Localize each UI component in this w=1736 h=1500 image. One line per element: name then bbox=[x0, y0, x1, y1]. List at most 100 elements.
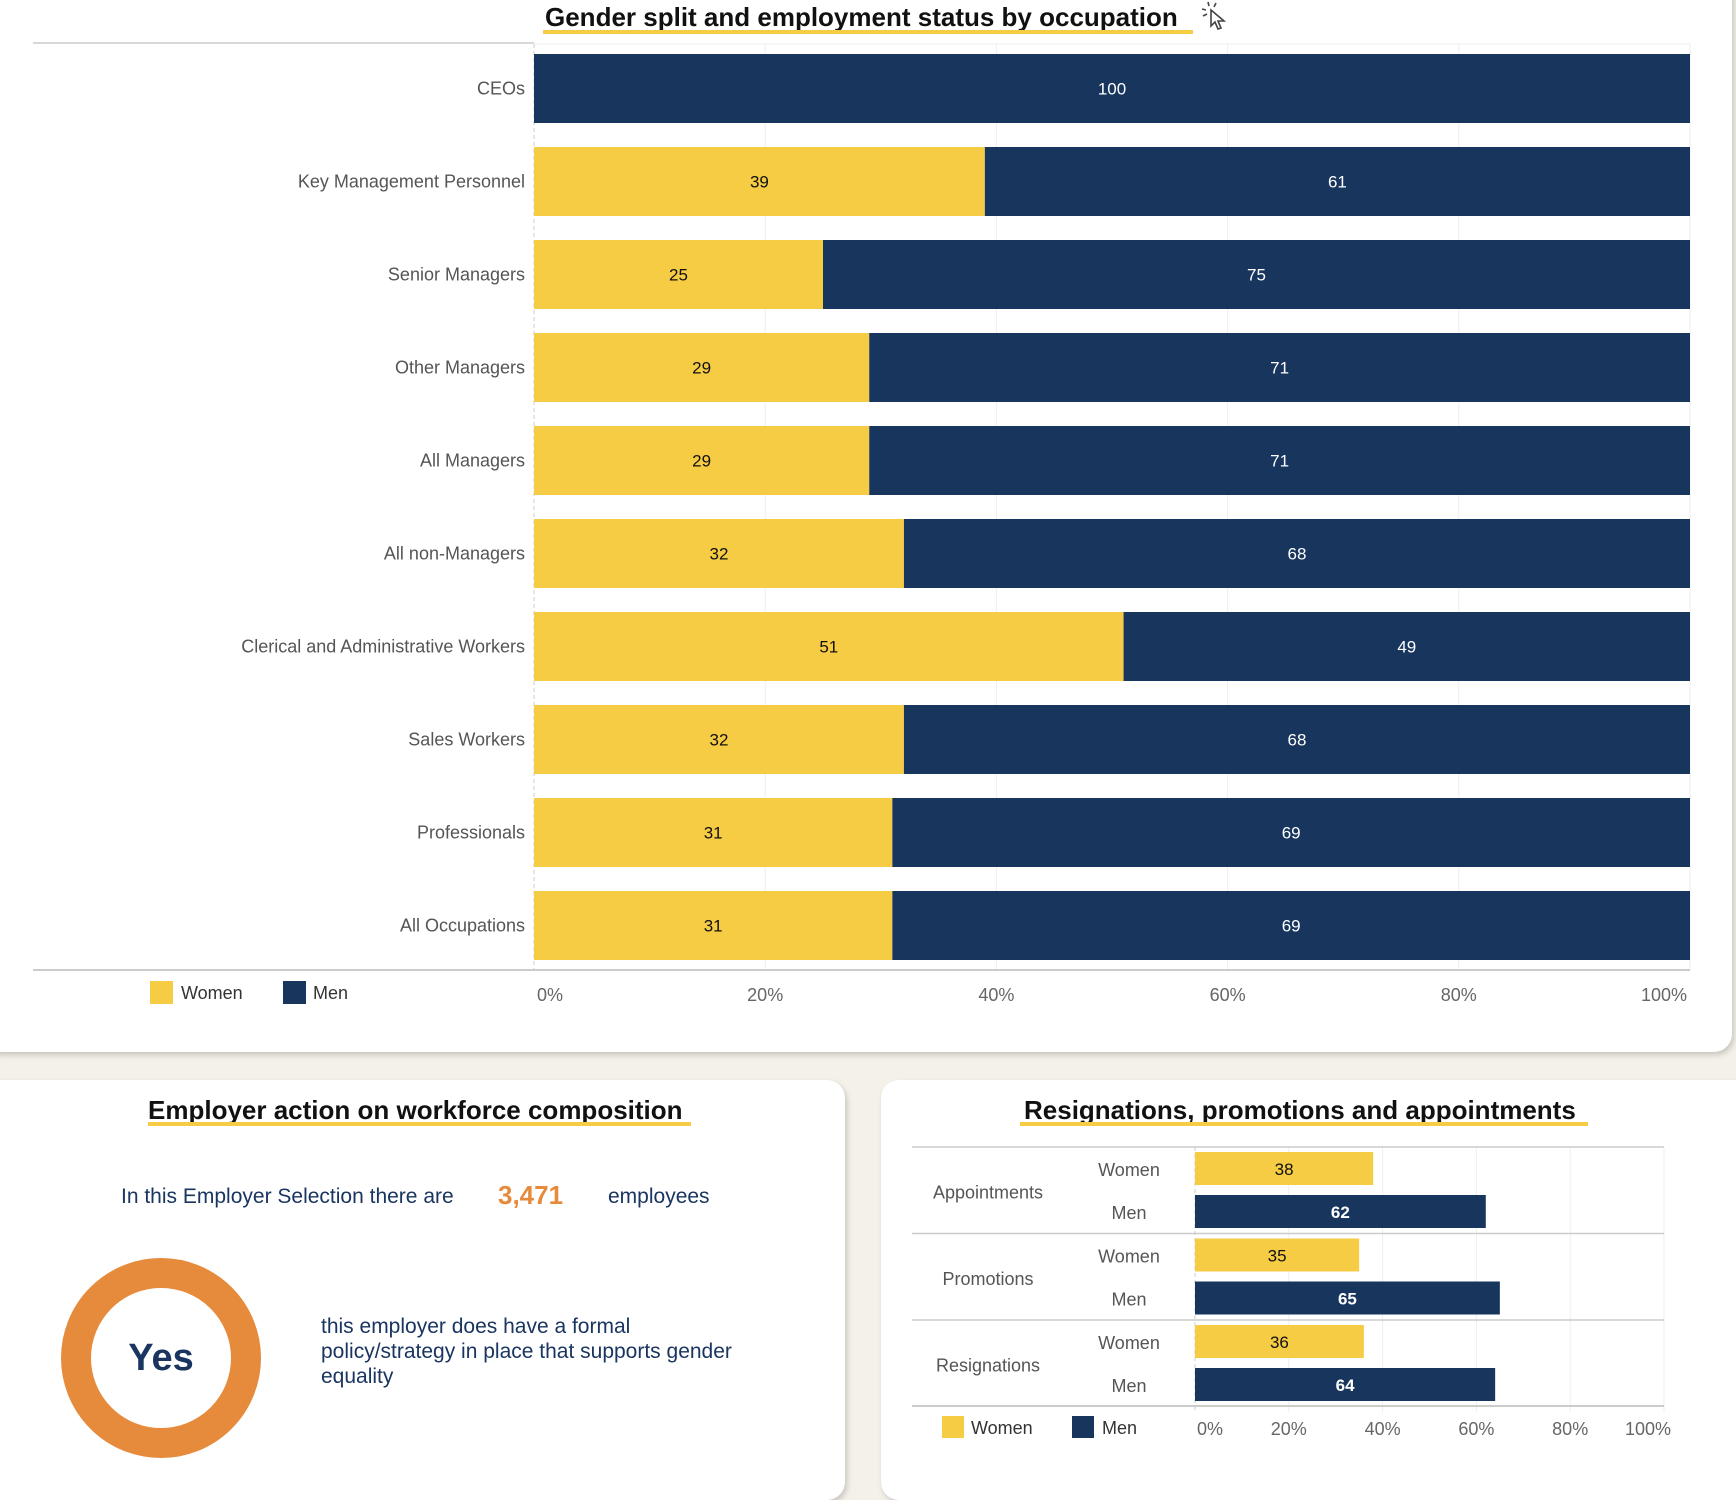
x-tick-label: 20% bbox=[1271, 1419, 1307, 1439]
bar-women bbox=[1195, 1152, 1374, 1185]
row-label: Women bbox=[1098, 1160, 1160, 1180]
bar-men bbox=[1195, 1281, 1500, 1315]
bar-women bbox=[534, 240, 823, 309]
bar-men bbox=[823, 240, 1690, 309]
bar-men bbox=[869, 426, 1690, 495]
x-tick-label: 40% bbox=[978, 985, 1014, 1005]
data-label: 65 bbox=[1338, 1290, 1357, 1309]
legend-swatch-men bbox=[283, 981, 306, 1004]
category-label: All Managers bbox=[420, 451, 525, 471]
employee-count: 3,471 bbox=[498, 1180, 564, 1210]
bar-men bbox=[892, 798, 1690, 867]
category-label: Professionals bbox=[417, 823, 525, 843]
category-label: Other Managers bbox=[395, 358, 525, 378]
legend-swatch-men bbox=[1072, 1416, 1094, 1438]
data-label: 100 bbox=[1098, 80, 1126, 99]
resignations-chart: 0% 20% 40% 60% 80% 100% Appointments Women 38 Men… bbox=[912, 1146, 1671, 1439]
x-tick-label: 100% bbox=[1625, 1419, 1671, 1439]
bar-men bbox=[903, 519, 1690, 588]
row-label: Women bbox=[1098, 1333, 1160, 1353]
x-tick-label: 20% bbox=[747, 985, 783, 1005]
legend-swatch-women bbox=[942, 1416, 964, 1438]
data-label: 29 bbox=[692, 359, 711, 378]
x-tick-label: 0% bbox=[1197, 1419, 1223, 1439]
bar-women bbox=[534, 519, 904, 588]
group-label: Appointments bbox=[933, 1182, 1043, 1202]
bar-men bbox=[1123, 612, 1690, 681]
row-label: Women bbox=[1098, 1247, 1160, 1267]
data-label: 49 bbox=[1397, 638, 1416, 657]
group-label: Resignations bbox=[936, 1355, 1040, 1375]
category-label: Key Management Personnel bbox=[298, 172, 525, 192]
category-label: Senior Managers bbox=[388, 265, 525, 285]
legend-swatch-women bbox=[150, 981, 173, 1004]
occupation-chart: 0%20%40%60%80%100%CEOs0100Key Management… bbox=[33, 42, 1691, 1005]
data-label: 38 bbox=[1275, 1160, 1294, 1179]
data-label: 29 bbox=[692, 452, 711, 471]
row-label: Men bbox=[1111, 1376, 1146, 1396]
data-label: 51 bbox=[819, 638, 838, 657]
bar-men bbox=[892, 891, 1690, 960]
bar-women bbox=[1195, 1325, 1364, 1358]
bar-women bbox=[534, 798, 893, 867]
category-label: All non-Managers bbox=[384, 544, 525, 564]
category-label: Clerical and Administrative Workers bbox=[241, 637, 525, 657]
title-underline bbox=[543, 30, 1193, 34]
bar-men bbox=[1195, 1368, 1496, 1401]
bar-men bbox=[1195, 1195, 1486, 1228]
data-label: 35 bbox=[1268, 1247, 1287, 1266]
legend-label-women: Women bbox=[181, 983, 243, 1003]
policy-answer: Yes bbox=[128, 1336, 194, 1379]
data-label: 62 bbox=[1331, 1203, 1350, 1222]
policy-text: this employer does have a formal policy/… bbox=[321, 1315, 732, 1388]
x-tick-label: 0% bbox=[537, 985, 563, 1005]
x-tick-label: 80% bbox=[1552, 1419, 1588, 1439]
data-label: 69 bbox=[1282, 824, 1301, 843]
x-tick-label: 60% bbox=[1458, 1419, 1494, 1439]
row-label: Men bbox=[1111, 1290, 1146, 1310]
x-tick-label: 40% bbox=[1365, 1419, 1401, 1439]
bar-men bbox=[534, 54, 1690, 123]
data-label: 25 bbox=[669, 266, 688, 285]
resignations-chart-title: Resignations, promotions and appointment… bbox=[1024, 1095, 1576, 1125]
data-label: 71 bbox=[1270, 452, 1289, 471]
data-label: 61 bbox=[1328, 173, 1347, 192]
data-label: 71 bbox=[1270, 359, 1289, 378]
data-label: 68 bbox=[1287, 731, 1306, 750]
employees-suffix: employees bbox=[608, 1185, 710, 1208]
data-label: 68 bbox=[1287, 545, 1306, 564]
x-tick-label: 60% bbox=[1210, 985, 1246, 1005]
data-label: 36 bbox=[1270, 1333, 1289, 1352]
bar-women bbox=[534, 147, 985, 216]
category-label: All Occupations bbox=[400, 916, 525, 936]
bar-women bbox=[534, 612, 1124, 681]
data-label: 32 bbox=[709, 731, 728, 750]
x-tick-label: 80% bbox=[1441, 985, 1477, 1005]
bar-men bbox=[903, 705, 1690, 774]
group-label: Promotions bbox=[942, 1269, 1033, 1289]
category-label: CEOs bbox=[477, 79, 525, 99]
bar-men bbox=[869, 333, 1690, 402]
data-label: 39 bbox=[750, 173, 769, 192]
data-label: 64 bbox=[1336, 1376, 1355, 1395]
data-label: 69 bbox=[1282, 917, 1301, 936]
click-cursor-icon bbox=[1201, 1, 1227, 30]
employer-action-title: Employer action on workforce composition bbox=[148, 1095, 683, 1125]
bar-women bbox=[1195, 1238, 1360, 1272]
bar-women bbox=[534, 705, 904, 774]
title-underline bbox=[148, 1122, 691, 1126]
occupation-chart-title: Gender split and employment status by oc… bbox=[545, 2, 1178, 32]
x-tick-label: 100% bbox=[1641, 985, 1687, 1005]
legend-label-women: Women bbox=[971, 1418, 1033, 1438]
data-label: 31 bbox=[704, 917, 723, 936]
bar-women bbox=[534, 333, 870, 402]
bar-women bbox=[534, 891, 893, 960]
bar-women bbox=[534, 426, 870, 495]
title-underline bbox=[1020, 1122, 1588, 1126]
employees-prefix: In this Employer Selection there are bbox=[121, 1185, 454, 1208]
data-label: 75 bbox=[1247, 266, 1266, 285]
bar-men bbox=[984, 147, 1690, 216]
data-label: 31 bbox=[704, 824, 723, 843]
legend-label-men: Men bbox=[313, 983, 348, 1003]
row-label: Men bbox=[1111, 1203, 1146, 1223]
